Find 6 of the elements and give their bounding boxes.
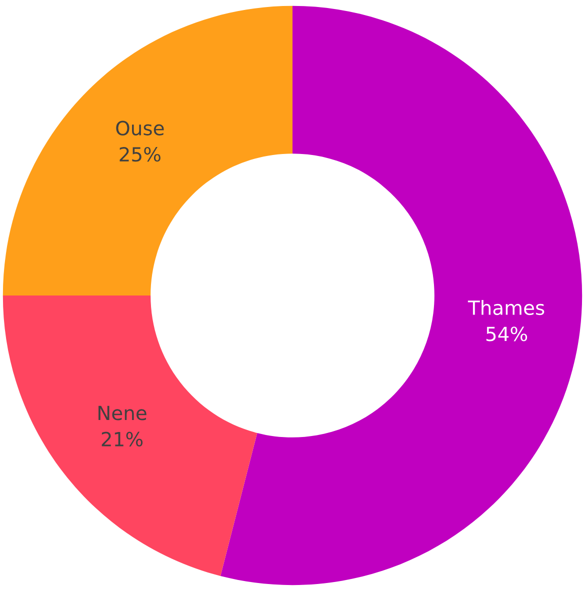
data-label: 54% [486, 326, 528, 342]
slice-label: Nene [98, 406, 146, 420]
data-label: 25% [120, 146, 160, 162]
slice-label: Thames [468, 300, 544, 316]
slice-label: Ouse [116, 120, 164, 136]
data-label: 21% [102, 432, 143, 446]
